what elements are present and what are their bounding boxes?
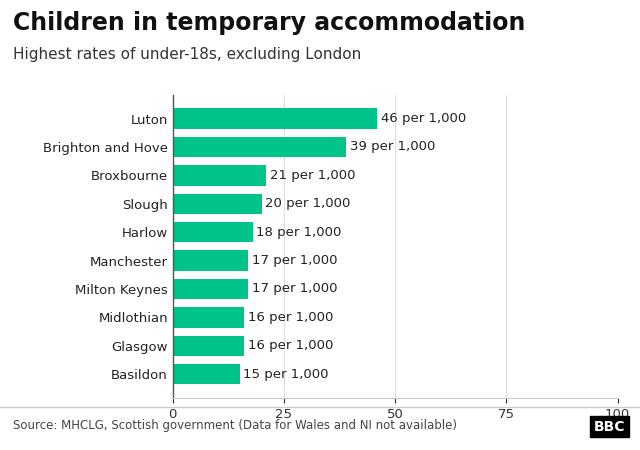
Bar — [173, 279, 248, 299]
Text: 17 per 1,000: 17 per 1,000 — [252, 254, 337, 267]
Bar — [173, 307, 244, 328]
Bar — [173, 364, 239, 384]
Text: Children in temporary accommodation: Children in temporary accommodation — [13, 11, 525, 35]
Text: 18 per 1,000: 18 per 1,000 — [257, 225, 342, 238]
Bar — [173, 250, 248, 271]
Text: 46 per 1,000: 46 per 1,000 — [381, 112, 466, 125]
Text: 15 per 1,000: 15 per 1,000 — [243, 368, 328, 381]
Text: BBC: BBC — [594, 419, 625, 434]
Text: 21 per 1,000: 21 per 1,000 — [270, 169, 355, 182]
Bar — [173, 194, 262, 214]
Bar — [173, 165, 266, 185]
Text: 17 per 1,000: 17 per 1,000 — [252, 283, 337, 296]
Bar — [173, 222, 253, 243]
Bar — [173, 108, 378, 129]
Text: 16 per 1,000: 16 per 1,000 — [248, 339, 333, 352]
Bar — [173, 336, 244, 356]
Bar — [173, 137, 346, 157]
Text: 16 per 1,000: 16 per 1,000 — [248, 311, 333, 324]
Text: Highest rates of under-18s, excluding London: Highest rates of under-18s, excluding Lo… — [13, 47, 361, 62]
Text: Source: MHCLG, Scottish government (Data for Wales and NI not available): Source: MHCLG, Scottish government (Data… — [13, 419, 457, 432]
Text: 39 per 1,000: 39 per 1,000 — [350, 140, 435, 153]
Text: 20 per 1,000: 20 per 1,000 — [266, 197, 351, 210]
